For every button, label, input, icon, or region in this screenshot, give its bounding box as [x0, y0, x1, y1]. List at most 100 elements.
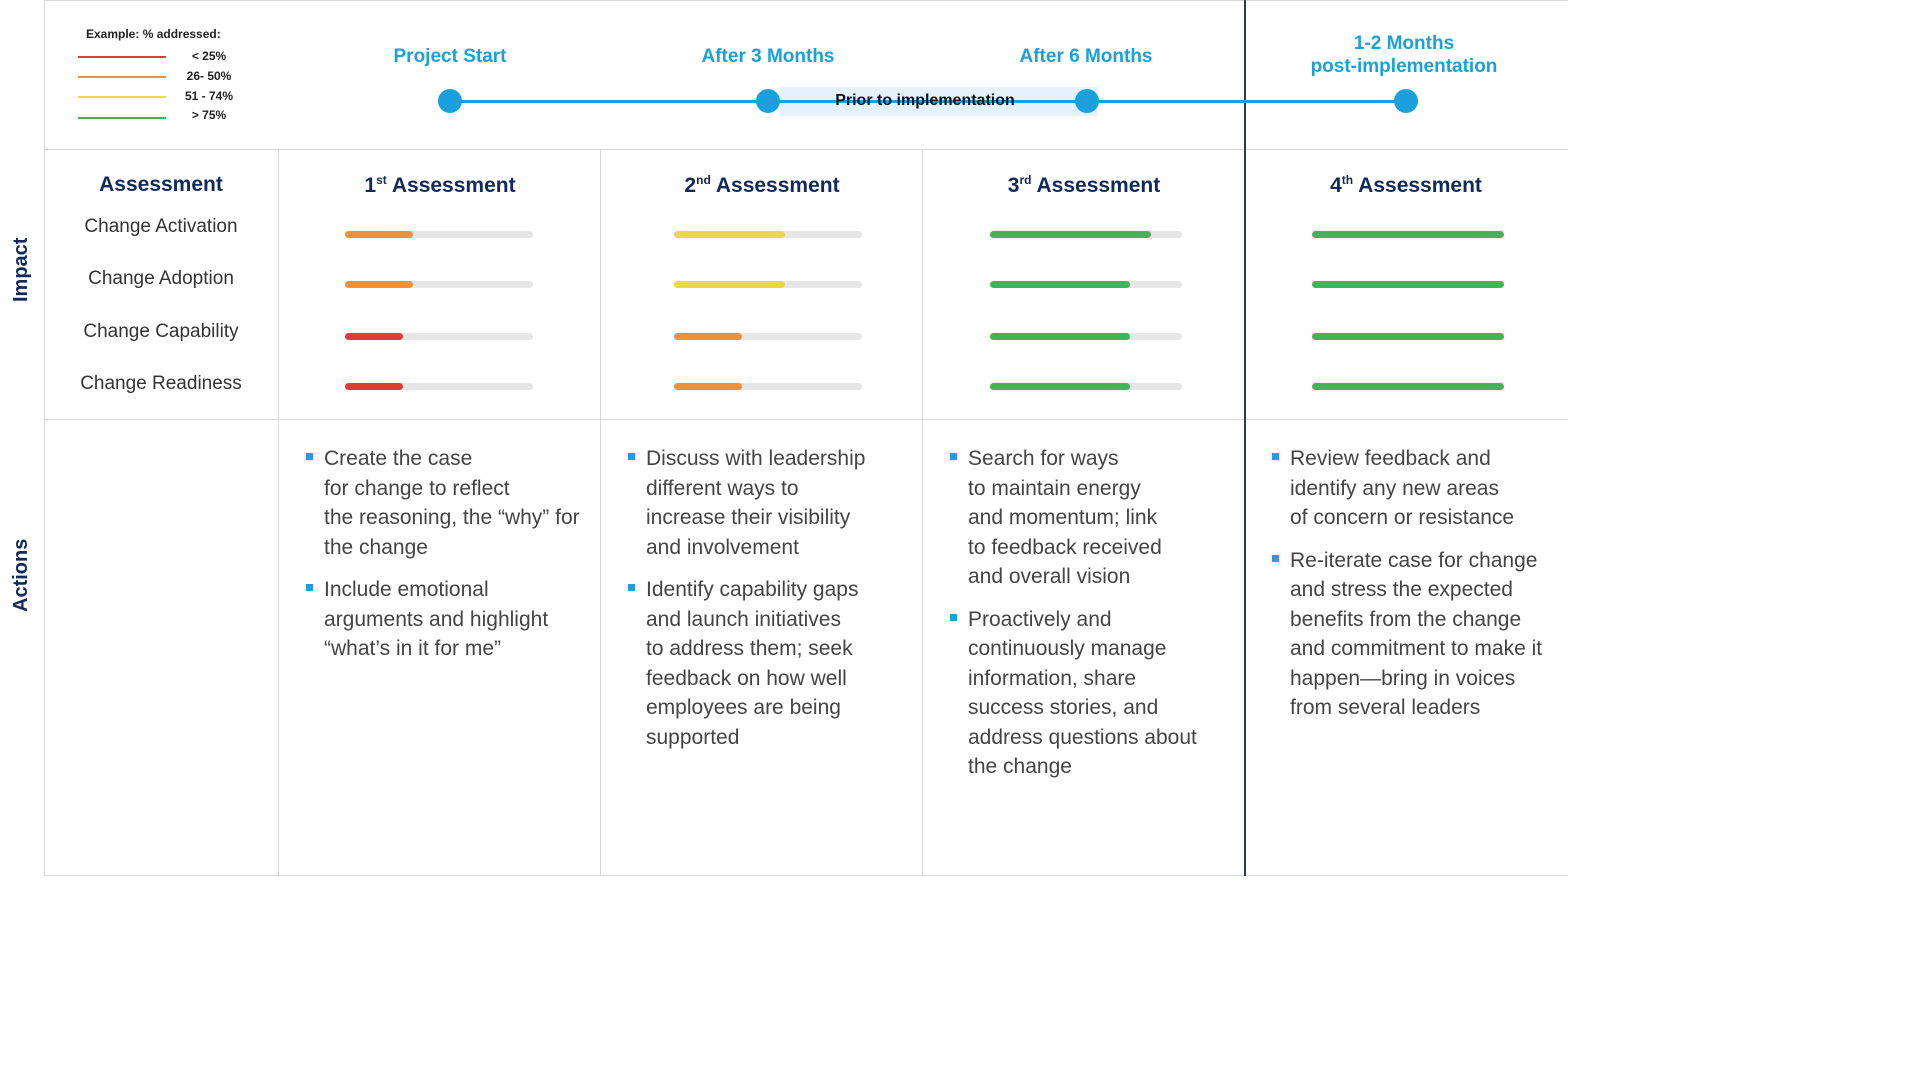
assessment-1-suffix: st [376, 173, 387, 187]
action-text: Search for ways to maintain energy and m… [968, 447, 1162, 588]
action-text: Proactively and continuously manage info… [968, 607, 1197, 779]
metric-change-adoption: Change Adoption [88, 268, 234, 289]
bullet-icon [1272, 554, 1279, 562]
bar-fill-a4-2 [1312, 281, 1504, 288]
bullet-icon [628, 453, 635, 460]
bar-fill-a1-3 [345, 333, 403, 340]
legend-line-red [78, 56, 166, 58]
legend-label-26-50: 26- 50% [186, 69, 232, 83]
bar-fill-a2-1 [674, 231, 785, 238]
legend-label-51-74: 51 - 74% [184, 89, 234, 103]
assessment-2-title: 2nd Assessment [602, 173, 922, 198]
bar-fill-a2-2 [674, 281, 785, 288]
bottom-border [44, 875, 1568, 876]
action-item: Include emotional arguments and highligh… [302, 575, 594, 664]
prior-to-implementation-label: Prior to implementation [835, 92, 1015, 109]
assessment-2-ordinal: 2 [684, 174, 697, 197]
legend-line-green [78, 117, 166, 119]
bar-track-a4-1 [1312, 231, 1504, 238]
assessment-1-title: 1st Assessment [280, 173, 600, 198]
bar-track-a3-4 [990, 383, 1182, 390]
actions-side-label: Actions [10, 538, 32, 612]
assessment-3-title: 3rd Assessment [924, 173, 1244, 198]
bar-fill-a3-2 [990, 281, 1130, 288]
bar-fill-a4-3 [1312, 333, 1504, 340]
timeline-dot-after-6-months [1075, 89, 1099, 113]
action-text: Create the case for change to reflect th… [324, 447, 580, 559]
action-text: Re-iterate case for change and stress th… [1290, 548, 1543, 720]
bar-fill-a1-1 [345, 231, 413, 238]
bar-fill-a3-1 [990, 231, 1151, 238]
bar-track-a1-1 [345, 231, 533, 238]
action-item: Discuss with leadership different ways t… [624, 444, 916, 562]
assessment-2-suffix: nd [696, 173, 711, 187]
legend-line-orange [78, 76, 166, 78]
column-divider-1 [278, 149, 279, 876]
column-divider-3 [922, 149, 923, 876]
top-border [44, 0, 1568, 1]
assessment-3-ordinal: 3 [1007, 174, 1020, 197]
bar-track-a2-3 [674, 333, 862, 340]
action-item: Review feedback and identify any new are… [1268, 444, 1564, 533]
impact-divider [44, 419, 1568, 420]
milestone-after-6-months: After 6 Months [1019, 46, 1153, 67]
bullet-icon [950, 613, 957, 621]
bullet-icon [628, 584, 635, 591]
action-item: Search for ways to maintain energy and m… [946, 444, 1238, 592]
bar-fill-a2-4 [674, 383, 742, 390]
bullet-icon [306, 453, 313, 460]
assessment-4-ordinal: 4 [1330, 174, 1342, 197]
action-item: Proactively and continuously manage info… [946, 605, 1238, 782]
bullet-icon [1272, 453, 1279, 460]
assessment-4-suffix: th [1341, 173, 1354, 187]
bar-fill-a4-1 [1312, 231, 1504, 238]
bar-fill-a2-3 [674, 333, 742, 340]
action-text: Discuss with leadership different ways t… [646, 447, 866, 559]
timeline-divider [44, 149, 1568, 150]
metric-change-activation: Change Activation [84, 216, 238, 237]
bar-fill-a3-4 [990, 383, 1130, 390]
timeline-line [450, 100, 1406, 103]
action-item: Re-iterate case for change and stress th… [1268, 546, 1564, 723]
bar-fill-a1-4 [345, 383, 403, 390]
assessment-3-suffix: rd [1019, 173, 1032, 187]
bar-track-a2-4 [674, 383, 862, 390]
bar-track-a1-4 [345, 383, 533, 390]
metric-change-capability: Change Capability [83, 321, 239, 342]
bullet-icon [306, 584, 313, 591]
legend-title: Example: % addressed: [86, 27, 221, 41]
action-item: Identify capability gaps and launch init… [624, 575, 916, 752]
assessment-4-title: 4th Assessment [1246, 173, 1566, 198]
bullet-icon [950, 453, 957, 460]
milestone-post-implementation: 1-2 Months post-implementation [1310, 33, 1498, 77]
action-text: Review feedback and identify any new are… [1290, 447, 1515, 529]
legend-label-over-75: > 75% [191, 108, 227, 122]
bar-track-a4-2 [1312, 281, 1504, 288]
bar-track-a2-2 [674, 281, 862, 288]
assessment-1-ordinal: 1 [364, 174, 377, 197]
bar-track-a2-1 [674, 231, 862, 238]
timeline-dot-after-3-months [756, 89, 780, 113]
assessment-2-actions: Discuss with leadership different ways t… [624, 444, 916, 765]
timeline-dot-project-start [438, 89, 462, 113]
assessment-header: Assessment [99, 173, 223, 196]
bar-fill-a4-4 [1312, 383, 1504, 390]
milestone-after-3-months: After 3 Months [701, 46, 835, 67]
bar-track-a4-4 [1312, 383, 1504, 390]
action-item: Create the case for change to reflect th… [302, 444, 594, 562]
timeline-dot-post-implementation [1394, 89, 1418, 113]
assessment-4-label: Assessment [1358, 174, 1482, 197]
column-divider-2 [600, 149, 601, 876]
impact-side-label: Impact [10, 237, 32, 303]
left-border [44, 0, 45, 876]
bar-track-a3-2 [990, 281, 1182, 288]
implementation-divider [1244, 0, 1246, 876]
bar-track-a3-1 [990, 231, 1182, 238]
bar-track-a4-3 [1312, 333, 1504, 340]
assessment-3-actions: Search for ways to maintain energy and m… [946, 444, 1238, 795]
bar-track-a1-2 [345, 281, 533, 288]
action-text: Include emotional arguments and highligh… [324, 578, 549, 660]
milestone-project-start: Project Start [393, 46, 507, 67]
bar-track-a1-3 [345, 333, 533, 340]
assessment-1-label: Assessment [391, 174, 516, 197]
